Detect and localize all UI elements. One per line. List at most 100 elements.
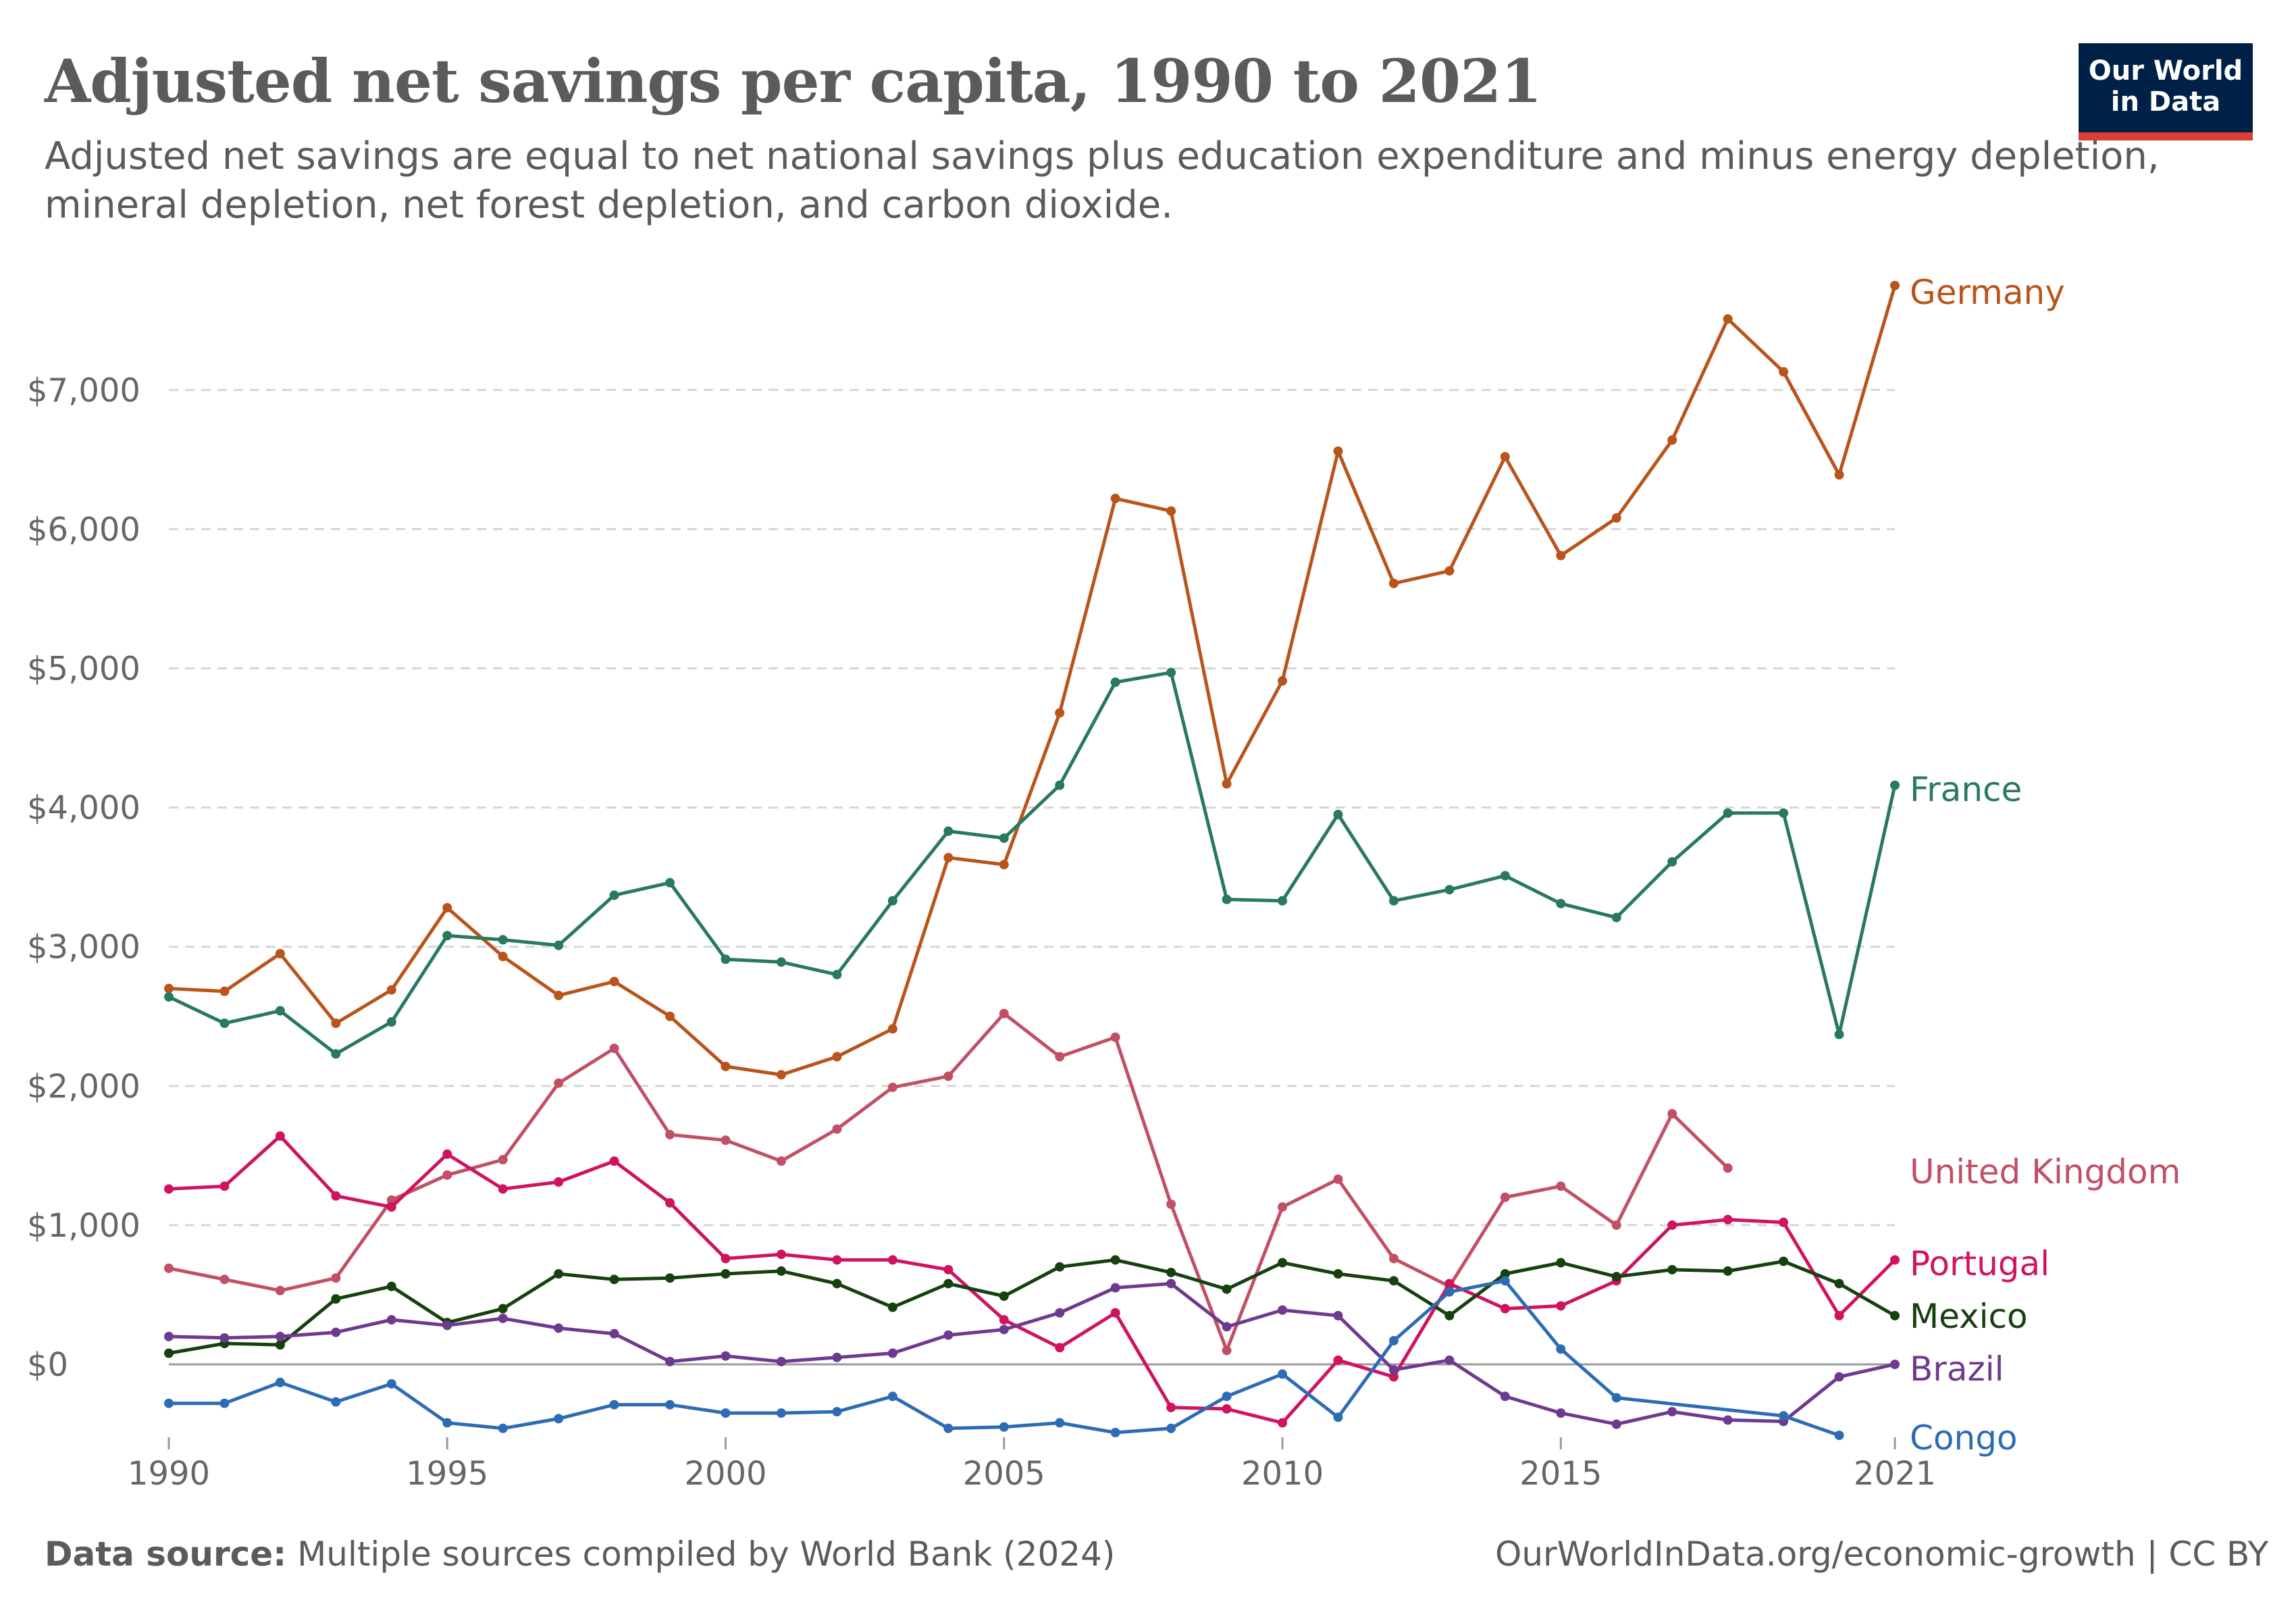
data-point-mexico[interactable] [1556,1258,1566,1268]
data-point-germany[interactable] [275,949,285,959]
data-point-congo[interactable] [609,1399,619,1410]
data-point-france[interactable] [1834,1029,1844,1039]
data-point-mexico[interactable] [943,1279,954,1289]
data-point-portugal[interactable] [442,1149,452,1159]
data-point-france[interactable] [776,957,786,967]
data-point-germany[interactable] [1222,779,1232,789]
data-point-portugal[interactable] [554,1177,564,1187]
data-point-france[interactable] [832,969,842,979]
data-point-germany[interactable] [554,990,564,1000]
data-point-congo[interactable] [386,1379,396,1389]
footer-link[interactable]: OurWorldInData.org/economic-growth | CC … [1495,1535,2269,1574]
data-point-mexico[interactable] [554,1269,564,1279]
data-point-germany[interactable] [832,1052,842,1062]
data-point-germany[interactable] [1500,452,1510,462]
data-point-congo[interactable] [832,1407,842,1417]
data-point-portugal[interactable] [1222,1404,1232,1414]
data-point-brazil[interactable] [1278,1305,1288,1315]
data-point-mexico[interactable] [1110,1255,1120,1265]
data-point-france[interactable] [275,1006,285,1016]
data-point-congo[interactable] [1278,1369,1288,1379]
data-point-brazil[interactable] [1388,1365,1399,1375]
series-line-france[interactable] [167,671,1897,1056]
data-point-brazil[interactable] [1222,1322,1232,1332]
data-point-france[interactable] [331,1049,341,1059]
series-portugal[interactable] [164,1131,1900,1428]
data-point-brazil[interactable] [498,1313,508,1323]
data-point-portugal[interactable] [943,1264,954,1275]
data-point-mexico[interactable] [887,1302,897,1312]
data-point-france[interactable] [219,1019,230,1029]
data-point-mexico[interactable] [1779,1256,1789,1266]
data-point-mexico[interactable] [832,1279,842,1289]
data-point-germany[interactable] [721,1061,731,1071]
data-point-france[interactable] [1500,871,1510,881]
data-point-portugal[interactable] [999,1315,1009,1325]
data-point-germany[interactable] [1388,578,1399,588]
series-line-brazil[interactable] [168,1282,1896,1426]
series-germany[interactable] [164,280,1900,1080]
data-point-brazil[interactable] [776,1356,786,1366]
data-point-portugal[interactable] [1834,1310,1844,1320]
data-point-united-kingdom[interactable] [1110,1032,1120,1042]
data-point-france[interactable] [665,877,675,887]
data-point-united-kingdom[interactable] [1611,1220,1621,1230]
data-point-mexico[interactable] [609,1275,619,1285]
data-point-france[interactable] [1723,808,1733,818]
data-point-brazil[interactable] [442,1320,452,1331]
data-point-mexico[interactable] [386,1281,396,1291]
data-point-mexico[interactable] [1222,1284,1232,1294]
data-point-congo[interactable] [554,1414,564,1424]
data-point-portugal[interactable] [1500,1304,1510,1314]
data-point-congo[interactable] [887,1391,897,1401]
data-point-congo[interactable] [721,1408,731,1418]
data-point-united-kingdom[interactable] [776,1156,786,1166]
data-point-brazil[interactable] [275,1331,285,1341]
data-point-germany[interactable] [609,977,619,987]
data-point-congo[interactable] [999,1422,1009,1432]
data-point-germany[interactable] [442,902,452,912]
data-point-france[interactable] [1055,780,1065,790]
data-point-united-kingdom[interactable] [943,1071,954,1081]
data-point-germany[interactable] [331,1019,341,1029]
data-point-france[interactable] [1444,885,1455,895]
data-point-congo[interactable] [1611,1393,1621,1403]
data-point-brazil[interactable] [1110,1283,1120,1293]
data-point-brazil[interactable] [1723,1415,1733,1425]
data-point-mexico[interactable] [1834,1279,1844,1289]
data-point-germany[interactable] [1278,676,1288,686]
data-point-portugal[interactable] [498,1184,508,1194]
data-point-portugal[interactable] [275,1131,285,1141]
data-point-germany[interactable] [164,983,174,994]
data-point-portugal[interactable] [887,1255,897,1265]
data-point-congo[interactable] [164,1398,174,1408]
data-point-portugal[interactable] [832,1255,842,1265]
data-point-brazil[interactable] [1556,1408,1566,1418]
data-point-united-kingdom[interactable] [999,1008,1009,1019]
data-point-congo[interactable] [1388,1335,1399,1345]
data-point-germany[interactable] [1110,494,1120,504]
data-point-germany[interactable] [1779,367,1789,377]
data-point-brazil[interactable] [164,1331,174,1341]
data-point-united-kingdom[interactable] [721,1135,731,1146]
data-point-germany[interactable] [1166,506,1176,516]
data-point-united-kingdom[interactable] [1333,1174,1343,1184]
data-point-united-kingdom[interactable] [1278,1202,1288,1212]
data-point-mexico[interactable] [1890,1310,1900,1320]
data-point-united-kingdom[interactable] [832,1124,842,1134]
data-point-brazil[interactable] [832,1352,842,1362]
data-point-france[interactable] [1667,856,1677,867]
data-point-germany[interactable] [1333,446,1343,456]
data-point-portugal[interactable] [1890,1255,1900,1265]
data-point-united-kingdom[interactable] [1055,1052,1065,1062]
data-point-brazil[interactable] [331,1327,341,1337]
data-point-brazil[interactable] [1444,1355,1455,1365]
data-point-portugal[interactable] [386,1202,396,1212]
data-point-portugal[interactable] [1055,1343,1065,1353]
data-point-mexico[interactable] [275,1340,285,1350]
data-point-germany[interactable] [1444,566,1455,576]
data-point-portugal[interactable] [1110,1308,1120,1318]
series-line-portugal[interactable] [168,1134,1896,1425]
data-point-congo[interactable] [1779,1411,1789,1421]
data-point-brazil[interactable] [1333,1310,1343,1320]
